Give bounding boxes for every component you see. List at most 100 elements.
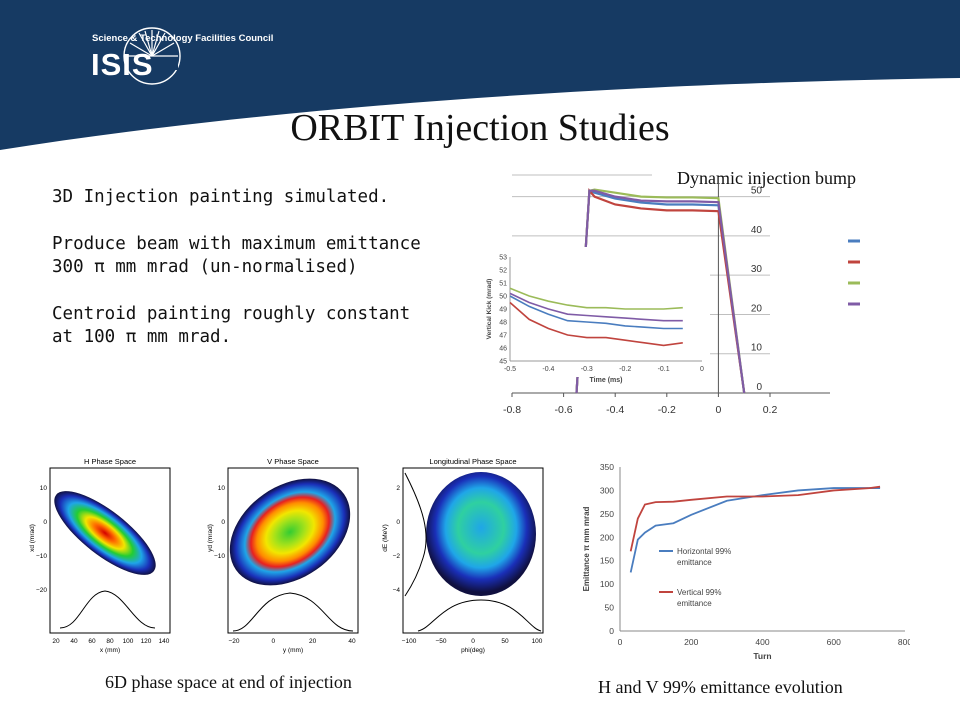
x-tick-label: 200	[684, 637, 698, 647]
y-tick-label: 2	[396, 485, 400, 492]
y-tick-label: 350	[600, 462, 614, 472]
y-tick-label: 0	[43, 519, 47, 526]
x-tick-label: -0.8	[503, 404, 521, 416]
inset-x-tick-label: -0.4	[542, 366, 554, 373]
x-tick-label: 140	[159, 638, 170, 645]
panel-title: Longitudinal Phase Space	[429, 457, 516, 466]
y-tick-label: 100	[600, 579, 614, 589]
y-tick-label: 10	[218, 485, 226, 492]
x-tick-label: 20	[309, 638, 317, 645]
x-axis-label: Turn	[753, 651, 771, 661]
x-tick-label: 100	[123, 638, 134, 645]
inset-y-tick-label: 53	[499, 255, 507, 262]
x-tick-label: 0	[715, 404, 721, 416]
x-tick-label: 0	[471, 638, 475, 645]
y-tick-label: −2	[393, 553, 401, 560]
x-tick-label: 60	[88, 638, 96, 645]
inset-x-tick-label: -0.5	[504, 366, 516, 373]
inset-x-tick-label: -0.1	[658, 366, 670, 373]
y-tick-label: 300	[600, 485, 614, 495]
inset-y-tick-label: 45	[499, 359, 507, 366]
x-tick-label: -0.4	[606, 404, 624, 416]
x-tick-label: −50	[435, 638, 446, 645]
y-tick-label: 200	[600, 532, 614, 542]
stfc-logo-icon	[123, 27, 181, 85]
inset-y-axis-label: Vertical Kick (mrad)	[486, 279, 493, 340]
x-tick-label: 120	[141, 638, 152, 645]
phase-panel: Longitudinal Phase Space −100 −50 0 50 100 2 0 −…	[382, 457, 544, 654]
bullet-item: Centroid painting roughly constant at 10…	[52, 304, 411, 347]
panel-title: H Phase Space	[84, 457, 136, 466]
inset-background	[482, 247, 710, 377]
phase-panel: V Phase Space −20 0 20 40 10 0 −10 y (mm) yd (mra…	[207, 457, 359, 654]
legend-label: emittance	[677, 558, 712, 567]
x-tick-label: -0.6	[555, 404, 573, 416]
inset-x-axis-label: Time (ms)	[590, 377, 623, 384]
x-tick-label: 800	[898, 637, 910, 647]
bullet-item: Produce beam with maximum emittance 300 …	[52, 234, 421, 277]
inset-y-tick-label: 49	[499, 307, 507, 314]
x-axis-label: x (mm)	[100, 647, 120, 654]
v-beam-distribution	[229, 478, 351, 586]
y-tick-label: 0	[396, 519, 400, 526]
x-tick-label: 600	[827, 637, 841, 647]
inset-x-tick-label: -0.3	[581, 366, 593, 373]
y-axis-label: Emittance π mm mrad	[582, 506, 591, 591]
y-tick-label: 0	[609, 626, 614, 636]
legend-label: Vertical 99%	[677, 588, 721, 597]
inset-y-tick-label: 51	[499, 281, 507, 288]
header-band	[0, 0, 960, 150]
y-axis-label: yd (mrad)	[207, 524, 214, 552]
y-tick-label: −10	[214, 553, 225, 560]
panel-frame	[402, 467, 544, 634]
h-beam-distribution	[54, 491, 156, 575]
page-title: ORBIT Injection Studies	[290, 107, 670, 149]
dE-projection-curve	[404, 472, 427, 597]
inset-chart: 45 46 47 48 49 50 51 52 53 -0.5 -0.4 -0.3 -0.2 -0.1 0 T…	[482, 247, 710, 384]
longitudinal-distribution	[426, 472, 536, 596]
x-tick-label: 0	[618, 637, 623, 647]
series-line	[629, 487, 881, 573]
y-tick-label: 250	[600, 509, 614, 519]
y-tick-label: 0	[756, 382, 762, 393]
y-tick-label: 50	[751, 186, 763, 197]
inset-x-tick-label: 0	[700, 366, 704, 373]
x-tick-label: 400	[755, 637, 769, 647]
phi-projection-curve	[417, 599, 542, 632]
bullet-item: 3D Injection painting simulated.	[52, 187, 390, 207]
inset-y-tick-label: 47	[499, 333, 507, 340]
panel-frame	[49, 467, 171, 634]
legend-label: emittance	[677, 599, 712, 608]
x-tick-label: 40	[70, 638, 78, 645]
panel-title: V Phase Space	[267, 457, 319, 466]
y-tick-label: 40	[751, 225, 763, 236]
inset-series-line-idip4	[509, 292, 683, 322]
panel-frame	[227, 467, 359, 634]
inset-series-line-idip3	[509, 287, 683, 310]
inset-y-tick-label: 48	[499, 320, 507, 327]
x-tick-label: 100	[532, 638, 543, 645]
x-tick-label: -0.2	[658, 404, 676, 416]
x-tick-label: 50	[501, 638, 509, 645]
y-tick-label: 20	[751, 303, 763, 314]
v-projection-curve	[232, 592, 354, 632]
y-tick-label: 150	[600, 556, 614, 566]
inset-series-line-idip1	[509, 295, 683, 330]
x-tick-label: −20	[228, 638, 239, 645]
x-tick-label: 40	[348, 638, 356, 645]
inset-y-tick-label: 52	[499, 268, 507, 275]
y-tick-label: 0	[221, 519, 225, 526]
x-axis-label: phi(deg)	[461, 647, 485, 654]
x-tick-label: 0.2	[763, 404, 778, 416]
y-tick-label: −4	[393, 587, 401, 594]
injection-bump-chart: 01020304050-0.8-0.6-0.4-0.200.2idip1idip…	[482, 174, 860, 416]
series-line	[629, 485, 881, 552]
y-tick-label: 50	[605, 603, 615, 613]
inset-y-tick-label: 46	[499, 346, 507, 353]
x-tick-label: 80	[106, 638, 114, 645]
x-tick-label: −100	[402, 638, 417, 645]
y-tick-label: −20	[36, 587, 47, 594]
h-projection-curve	[59, 590, 156, 629]
inset-series-line-idip2	[509, 301, 683, 347]
